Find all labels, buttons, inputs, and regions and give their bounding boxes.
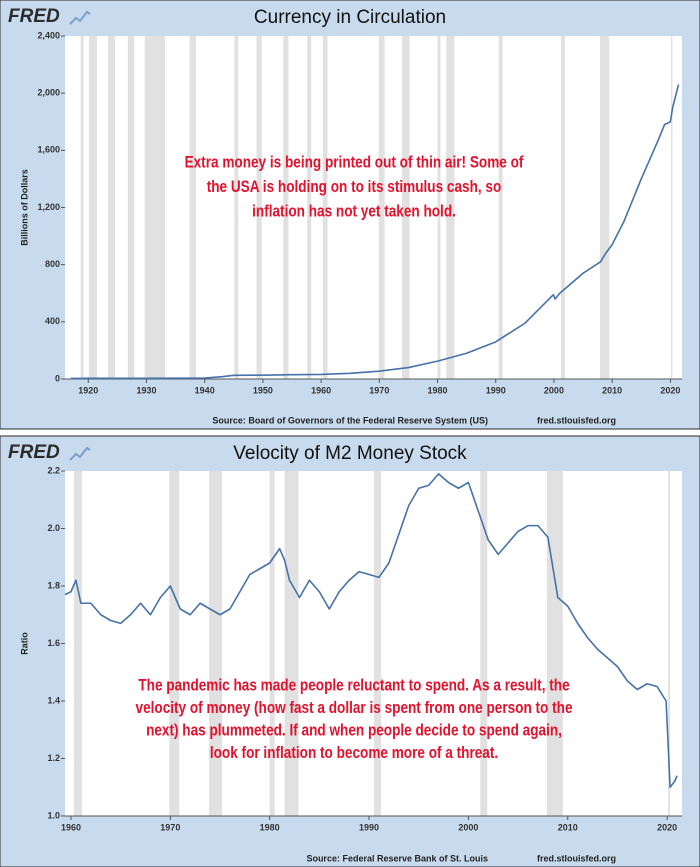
recession-band: [209, 471, 222, 816]
x-tick-label: 2010: [558, 822, 578, 832]
y-tick-label: 1.6: [47, 638, 60, 648]
x-tick-label: 2020: [657, 822, 677, 832]
x-tick-label: 1930: [136, 385, 156, 395]
y-tick-label: 1,600: [37, 145, 60, 155]
annotation: The pandemic has made people reluctant t…: [138, 676, 570, 695]
x-tick-label: 1940: [195, 385, 215, 395]
logo-icon: [69, 10, 91, 25]
recession-band: [437, 36, 441, 379]
y-tick-label: 400: [45, 316, 60, 326]
recession-band: [169, 471, 180, 816]
recession-band: [322, 36, 328, 379]
recession-band: [402, 36, 410, 379]
recession-band: [269, 471, 275, 816]
logo: FRED: [8, 442, 60, 463]
y-tick-label: 1.2: [47, 753, 60, 763]
recession-band: [284, 471, 299, 816]
recession-band: [546, 471, 563, 816]
site: fred.stlouisfed.org: [537, 853, 616, 863]
x-tick-label: 1990: [486, 385, 506, 395]
plot-area: [65, 471, 682, 816]
recession-band: [668, 471, 671, 816]
x-tick-label: 1980: [260, 822, 280, 832]
recession-band: [670, 36, 673, 379]
x-tick-label: 2000: [544, 385, 564, 395]
y-tick-label: 1.4: [47, 695, 60, 705]
y-axis-label: Ratio: [19, 632, 29, 655]
x-tick-label: 2000: [458, 822, 478, 832]
recession-band: [108, 36, 116, 379]
recession-band: [234, 36, 239, 379]
recession-band: [144, 36, 166, 379]
x-tick-label: 1970: [369, 385, 389, 395]
chart-title: Velocity of M2 Money Stock: [233, 443, 467, 464]
annotation: next) has plummeted. If and when people …: [146, 721, 562, 740]
logo-icon: [69, 446, 91, 461]
x-tick-label: 1990: [359, 822, 379, 832]
recession-band: [88, 36, 98, 379]
y-tick-label: 1.8: [47, 580, 60, 590]
y-axis-label: Billions of Dollars: [19, 169, 29, 246]
recession-band: [283, 36, 289, 379]
annotation: the USA is holding on to its stimulus ca…: [207, 178, 502, 197]
recession-band: [599, 36, 610, 379]
annotation: velocity of money (how fast a dollar is …: [136, 699, 573, 718]
site: fred.stlouisfed.org: [537, 415, 616, 425]
y-tick-label: 2,400: [37, 30, 60, 40]
logo: FRED: [8, 6, 60, 27]
source: Source: Board of Governors of the Federa…: [212, 415, 488, 425]
y-tick-label: 2.0: [47, 523, 60, 533]
y-tick-label: 0: [55, 373, 60, 383]
x-tick-label: 1960: [61, 822, 81, 832]
recession-band: [127, 36, 135, 379]
y-tick-label: 2,000: [37, 88, 60, 98]
data-line: [64, 473, 678, 789]
recession-band: [446, 36, 455, 379]
recession-band: [256, 36, 262, 379]
annotation: look for inflation to become more of a t…: [210, 744, 498, 763]
x-tick-label: 1980: [428, 385, 448, 395]
recession-band: [80, 36, 84, 379]
recession-band: [560, 36, 566, 379]
plot-area: [65, 36, 682, 379]
recession-band: [378, 36, 385, 379]
x-tick-label: 1960: [311, 385, 331, 395]
x-tick-label: 1950: [253, 385, 273, 395]
chart-title: Currency in Circulation: [254, 7, 446, 28]
x-tick-label: 2020: [660, 385, 680, 395]
recession-band: [480, 471, 488, 816]
data-line: [70, 84, 680, 380]
y-tick-label: 1.0: [47, 810, 60, 820]
recession-band: [189, 36, 196, 379]
recession-band: [498, 36, 503, 379]
annotation: inflation has not yet taken hold.: [252, 202, 456, 221]
recession-band: [373, 471, 381, 816]
recession-band: [73, 471, 82, 816]
y-tick-label: 800: [45, 259, 60, 269]
x-tick-label: 1970: [160, 822, 180, 832]
source: Source: Federal Reserve Bank of St. Loui…: [306, 853, 488, 863]
recession-band: [307, 36, 312, 379]
y-tick-label: 1,200: [37, 202, 60, 212]
x-tick-label: 1920: [78, 385, 98, 395]
annotation: Extra money is being printed out of thin…: [185, 153, 525, 172]
y-tick-label: 2.2: [47, 465, 60, 475]
x-tick-label: 2010: [602, 385, 622, 395]
